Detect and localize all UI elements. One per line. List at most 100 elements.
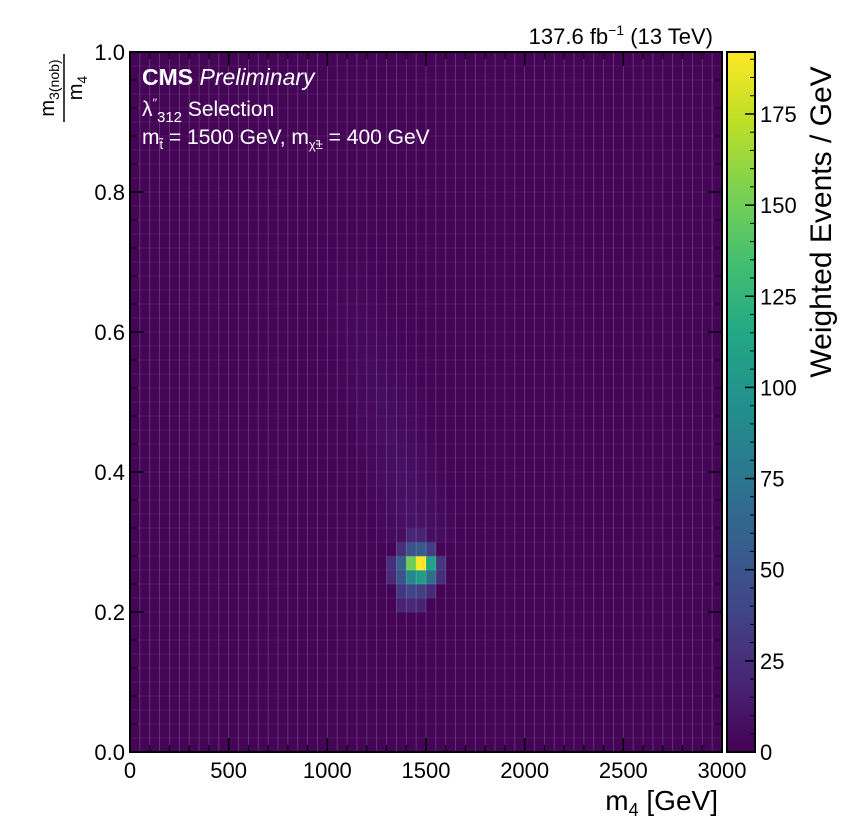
heatmap-bin: [643, 444, 654, 459]
heatmap-bin: [199, 318, 210, 333]
heatmap-bin: [337, 52, 348, 67]
heatmap-bin: [534, 668, 545, 683]
heatmap-bin: [544, 374, 555, 389]
heatmap-bin: [426, 108, 437, 123]
heatmap-bin: [189, 598, 200, 613]
heatmap-bin: [238, 556, 249, 571]
heatmap-bin: [564, 388, 575, 403]
heatmap-bin: [297, 108, 308, 123]
heatmap-bin: [564, 360, 575, 375]
y-tick-label: 0.8: [94, 180, 125, 205]
heatmap-bin: [613, 332, 624, 347]
heatmap-bin: [337, 346, 348, 361]
heatmap-bin: [455, 514, 466, 529]
heatmap-bin: [712, 472, 723, 487]
heatmap-bin: [702, 164, 713, 179]
heatmap-bin: [712, 570, 723, 585]
heatmap-bin: [258, 136, 269, 151]
heatmap-bin: [169, 654, 180, 669]
heatmap-bin: [287, 374, 299, 389]
heatmap-bin: [287, 430, 299, 445]
heatmap-bin: [682, 402, 693, 417]
heatmap-bin: [534, 696, 545, 711]
heatmap-bin: [258, 346, 269, 361]
heatmap-bin: [130, 248, 141, 263]
heatmap-bin: [297, 192, 308, 207]
heatmap-bin: [218, 220, 229, 235]
heatmap-bin: [702, 178, 713, 193]
heatmap-bin: [544, 444, 555, 459]
heatmap-bin: [524, 626, 535, 641]
heatmap-bin: [327, 66, 338, 81]
heatmap-bin: [554, 584, 565, 599]
heatmap-bin: [228, 234, 239, 249]
heatmap-bin: [662, 584, 673, 599]
heatmap-bin: [218, 444, 229, 459]
heatmap-bin: [396, 164, 407, 179]
heatmap-bin: [130, 150, 141, 165]
heatmap-bin: [554, 164, 565, 179]
heatmap-bin: [574, 486, 585, 501]
heatmap-bin: [169, 444, 180, 459]
heatmap-bin: [376, 598, 387, 613]
heatmap-bin: [366, 514, 377, 529]
heatmap-bin: [564, 164, 575, 179]
heatmap-bin: [139, 262, 151, 277]
heatmap-bin: [169, 52, 180, 67]
heatmap-bin: [495, 598, 506, 613]
selection-lambda: λ: [142, 98, 153, 121]
heatmap-bin: [149, 724, 160, 739]
heatmap-bin: [248, 66, 259, 81]
heatmap-bin: [544, 94, 555, 109]
heatmap-bin: [475, 458, 486, 473]
heatmap-bin: [662, 500, 673, 515]
heatmap-bin: [534, 416, 545, 431]
heatmap-bin: [317, 206, 328, 221]
heatmap-bin: [603, 500, 614, 515]
heatmap-bin: [564, 80, 575, 95]
heatmap-bin: [485, 304, 496, 319]
heatmap-bin: [376, 206, 387, 221]
heatmap-bin: [396, 430, 407, 445]
heatmap-bin: [426, 192, 437, 207]
heatmap-bin: [603, 668, 614, 683]
heatmap-bin: [297, 304, 308, 319]
heatmap-bin: [426, 304, 437, 319]
heatmap-bin: [662, 388, 673, 403]
heatmap-bin: [623, 220, 634, 235]
heatmap-bin: [406, 584, 417, 599]
heatmap-bin: [208, 472, 220, 487]
heatmap-bin: [613, 416, 624, 431]
heatmap-bin: [633, 640, 644, 655]
heatmap-bin: [672, 402, 683, 417]
heatmap-bin: [603, 360, 614, 375]
heatmap-bin: [692, 430, 703, 445]
heatmap-bin: [356, 388, 368, 403]
heatmap-bin: [445, 416, 456, 431]
heatmap-bin: [702, 682, 713, 697]
heatmap-bin: [465, 598, 476, 613]
heatmap-bin: [228, 514, 239, 529]
heatmap-bin: [504, 94, 516, 109]
heatmap-bin: [564, 500, 575, 515]
heatmap-bin: [416, 66, 427, 81]
heatmap-bin: [652, 80, 664, 95]
heatmap-bin: [504, 584, 516, 599]
heatmap-bin: [297, 52, 308, 67]
heatmap-bin: [583, 276, 595, 291]
heatmap-bin: [544, 584, 555, 599]
heatmap-bin: [712, 178, 723, 193]
heatmap-bin: [554, 500, 565, 515]
heatmap-bin: [179, 458, 190, 473]
heatmap-bin: [465, 514, 476, 529]
heatmap-bin: [662, 346, 673, 361]
heatmap-bin: [396, 248, 407, 263]
heatmap-bin: [613, 738, 624, 753]
heatmap-bin: [465, 570, 476, 585]
heatmap-bin: [426, 318, 437, 333]
heatmap-bin: [337, 94, 348, 109]
heatmap-bin: [199, 248, 210, 263]
heatmap-bin: [406, 220, 417, 235]
heatmap-bin: [208, 458, 220, 473]
heatmap-bin: [258, 528, 269, 543]
